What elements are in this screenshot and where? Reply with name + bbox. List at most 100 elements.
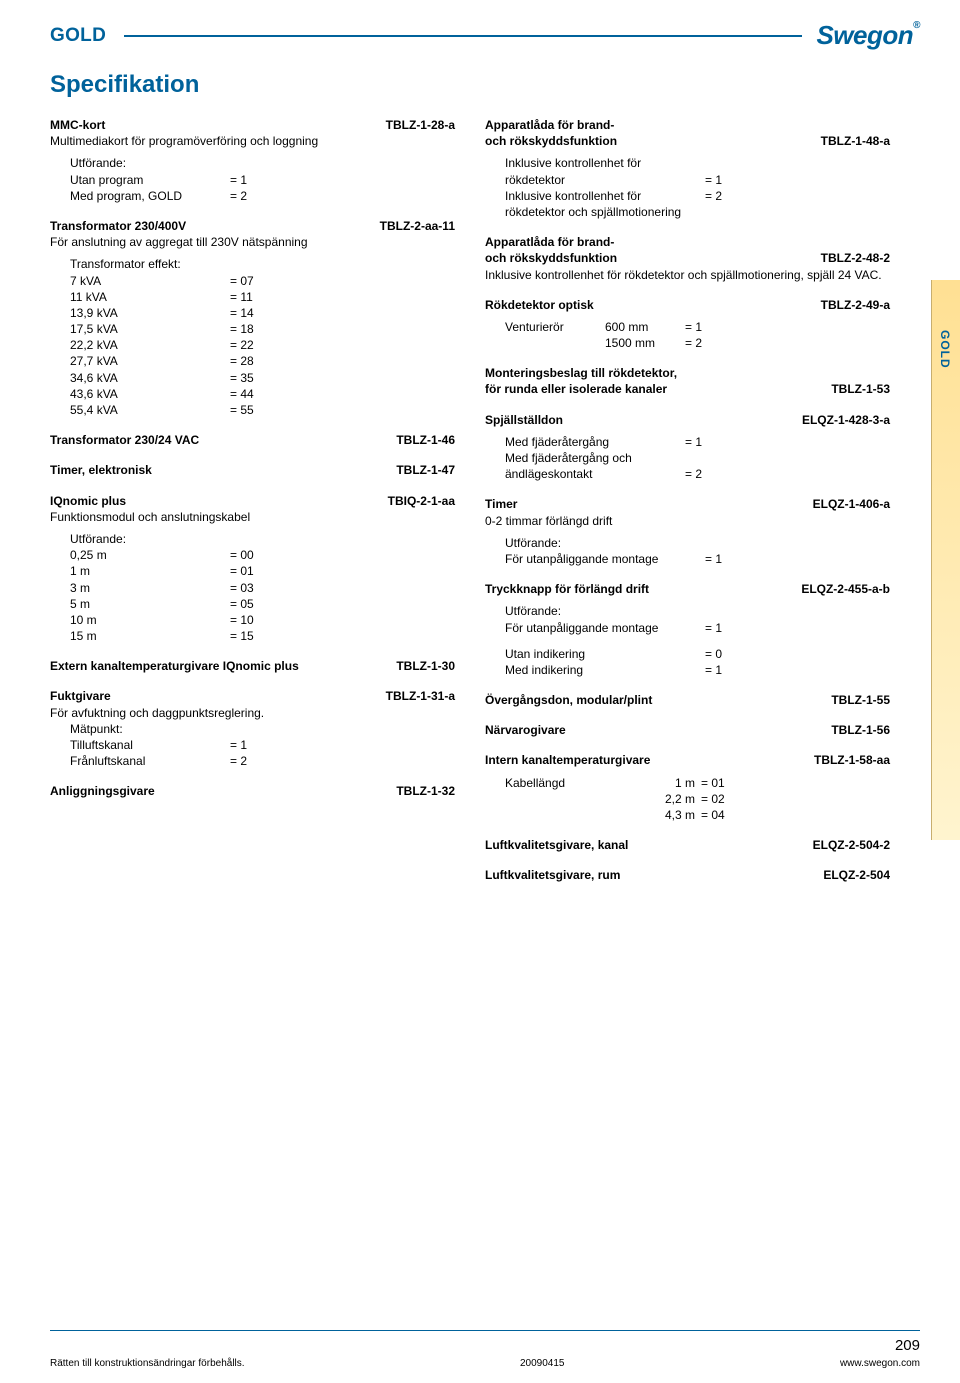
spjall-code: ELQZ-1-428-3-a — [802, 412, 890, 428]
intern-code: TBLZ-1-58-aa — [814, 752, 890, 768]
t400-code: TBLZ-2-aa-11 — [380, 218, 455, 234]
t400-r2l: 13,9 kVA — [70, 305, 230, 321]
header: GOLD Swegon® — [50, 20, 920, 51]
header-title: GOLD — [50, 25, 106, 47]
tryck-b1v: = 1 — [705, 662, 722, 678]
rok-code: TBLZ-2-49-a — [821, 297, 890, 313]
anligg-title: Anliggningsgivare — [50, 783, 155, 799]
iq-exec-label: Utförande: — [70, 531, 455, 547]
tryck-a0v: = 1 — [705, 620, 722, 636]
sp-r2l: ändlägeskontakt — [505, 466, 685, 482]
tryck-b1l: Med indikering — [505, 662, 705, 678]
iq-title: IQnomic plus — [50, 493, 126, 509]
iq-r3l: 5 m — [70, 596, 230, 612]
t400-r5l: 27,7 kVA — [70, 353, 230, 369]
t24-title: Transformator 230/24 VAC — [50, 432, 199, 448]
footer-left: Rätten till konstruktionsändringar förbe… — [50, 1358, 245, 1369]
logo-reg: ® — [913, 20, 920, 31]
app2-title1: Apparatlåda för brand- — [485, 234, 890, 250]
intern-r0l: 1 m — [635, 775, 701, 791]
rok-r1v: = 2 — [685, 335, 702, 351]
t400-r4v: = 22 — [230, 337, 254, 353]
intern-r0v: = 01 — [701, 775, 725, 791]
iq-r0l: 0,25 m — [70, 547, 230, 563]
t400-r7l: 43,6 kVA — [70, 386, 230, 402]
intern-r1v: = 02 — [701, 791, 725, 807]
app1-r2l: Inklusive kontrollenhet för — [505, 188, 705, 204]
app2-code: TBLZ-2-48-2 — [821, 250, 890, 266]
iq-r4l: 10 m — [70, 612, 230, 628]
t400-r6v: = 35 — [230, 370, 254, 386]
mont-title2: för runda eller isolerade kanaler — [485, 381, 667, 397]
timer-exec: Utförande: — [505, 535, 890, 551]
t400-r2v: = 14 — [230, 305, 254, 321]
timerel-code: TBLZ-1-47 — [396, 462, 455, 478]
iq-r5l: 15 m — [70, 628, 230, 644]
mont-title1: Monteringsbeslag till rökdetektor, — [485, 365, 890, 381]
narvar-code: TBLZ-1-56 — [831, 722, 890, 738]
fukt-mp-label: Mätpunkt: — [70, 721, 455, 737]
narvar-title: Närvarogivare — [485, 722, 566, 738]
t400-r1v: = 11 — [230, 289, 253, 305]
mmc-exec-label: Utförande: — [70, 155, 455, 171]
timer-title: Timer — [485, 496, 517, 512]
app1-r1l: rökdetektor — [505, 172, 705, 188]
mmc-code: TBLZ-1-28-a — [386, 117, 455, 133]
app1-r2v: = 2 — [705, 188, 722, 204]
rok-r0v: = 1 — [685, 319, 702, 335]
fukt-title: Fuktgivare — [50, 688, 111, 704]
iq-r5v: = 15 — [230, 628, 254, 644]
t400-r5v: = 28 — [230, 353, 254, 369]
luftk-code: ELQZ-2-504-2 — [813, 837, 890, 853]
intern-r2l: 4,3 m — [635, 807, 701, 823]
iq-r1l: 1 m — [70, 563, 230, 579]
timer-code: ELQZ-1-406-a — [813, 496, 890, 512]
fukt-r0v: = 1 — [230, 737, 247, 753]
iq-r4v: = 10 — [230, 612, 254, 628]
timer-r0l: För utanpåliggande montage — [505, 551, 705, 567]
page-title: Specifikation — [50, 71, 920, 99]
rok-title: Rökdetektor optisk — [485, 297, 594, 313]
tryck-b0l: Utan indikering — [505, 646, 705, 662]
spjall-title: Spjällställdon — [485, 412, 563, 428]
t400-r3l: 17,5 kVA — [70, 321, 230, 337]
fukt-code: TBLZ-1-31-a — [386, 688, 455, 704]
iq-r2l: 3 m — [70, 580, 230, 596]
mmc-desc: Multimediakort för programöverföring och… — [50, 133, 455, 149]
footer-page: 209 — [840, 1337, 920, 1354]
t400-r8l: 55,4 kVA — [70, 402, 230, 418]
fukt-r1l: Frånluftskanal — [70, 753, 230, 769]
iq-r2v: = 03 — [230, 580, 254, 596]
fukt-desc: För avfuktning och daggpunktsreglering. — [50, 705, 455, 721]
footer-center: 20090415 — [520, 1358, 565, 1369]
sp-r0v: = 1 — [685, 434, 702, 450]
t400-desc: För anslutning av aggregat till 230V nät… — [50, 234, 455, 250]
iq-r3v: = 05 — [230, 596, 254, 612]
t400-r0v: = 07 — [230, 273, 254, 289]
logo-text: Swegon — [816, 20, 913, 50]
tryck-b0v: = 0 — [705, 646, 722, 662]
t400-r8v: = 55 — [230, 402, 254, 418]
tryck-a0l: För utanpåliggande montage — [505, 620, 705, 636]
footer-site: www.swegon.com — [840, 1358, 920, 1369]
tryck-exec: Utförande: — [505, 603, 890, 619]
mmc-title: MMC-kort — [50, 117, 105, 133]
fukt-r0l: Tilluftskanal — [70, 737, 230, 753]
t24-code: TBLZ-1-46 — [396, 432, 455, 448]
mmc-r1-l: Med program, GOLD — [70, 188, 230, 204]
mmc-r0-v: = 1 — [230, 172, 247, 188]
intern-kabel: Kabellängd — [505, 775, 635, 791]
side-tab-text: GOLD — [938, 330, 952, 369]
timer-desc: 0-2 timmar förlängd drift — [485, 513, 890, 529]
luftr-code: ELQZ-2-504 — [823, 867, 890, 883]
luftr-title: Luftkvalitetsgivare, rum — [485, 867, 620, 883]
t400-r6l: 34,6 kVA — [70, 370, 230, 386]
t400-r1l: 11 kVA — [70, 289, 230, 305]
intern-r1l: 2,2 m — [635, 791, 701, 807]
intern-title: Intern kanaltemperaturgivare — [485, 752, 650, 768]
iq-r0v: = 00 — [230, 547, 254, 563]
app2-title2: och rökskyddsfunktion — [485, 250, 617, 266]
t400-r3v: = 18 — [230, 321, 254, 337]
fukt-r1v: = 2 — [230, 753, 247, 769]
intern-r2v: = 04 — [701, 807, 725, 823]
